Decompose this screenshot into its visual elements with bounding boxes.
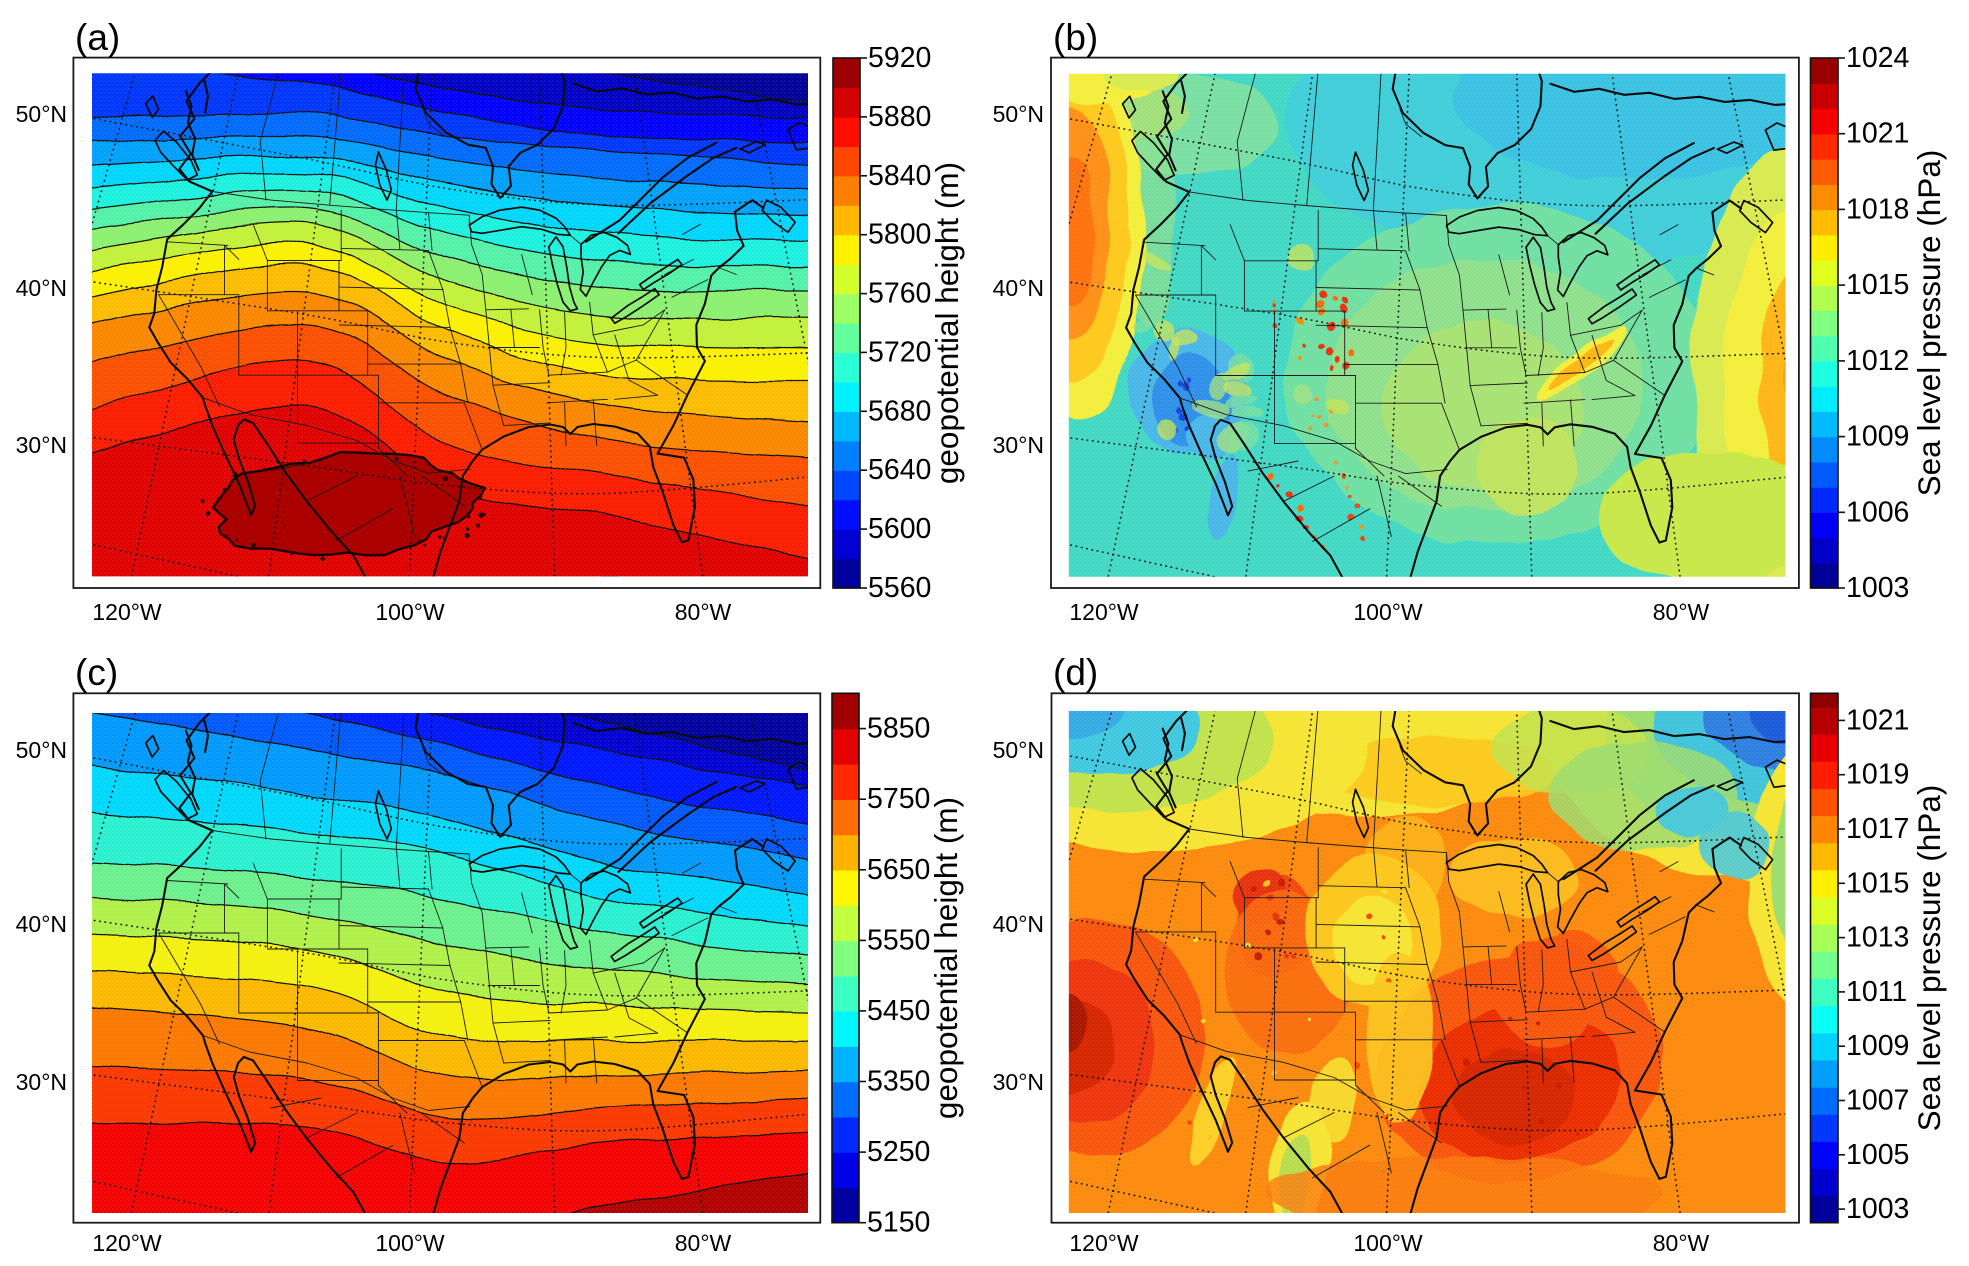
svg-text:1003: 1003 (1846, 572, 1909, 604)
svg-text:5650: 5650 (867, 854, 930, 886)
svg-text:80°W: 80°W (675, 599, 732, 625)
svg-text:1013: 1013 (1846, 922, 1909, 954)
svg-text:80°W: 80°W (1653, 599, 1710, 625)
svg-text:1012: 1012 (1846, 345, 1909, 377)
svg-text:40°N: 40°N (993, 275, 1044, 301)
svg-text:1011: 1011 (1846, 976, 1907, 1008)
svg-text:30°N: 30°N (16, 1069, 67, 1095)
svg-text:1015: 1015 (1846, 867, 1909, 899)
svg-text:50°N: 50°N (16, 101, 67, 127)
svg-text:120°W: 120°W (1069, 599, 1139, 625)
svg-text:30°N: 30°N (993, 432, 1044, 458)
svg-text:geopotential height (m): geopotential height (m) (929, 162, 965, 484)
svg-text:100°W: 100°W (1353, 599, 1423, 625)
svg-text:(c): (c) (75, 652, 118, 693)
svg-text:5150: 5150 (867, 1207, 930, 1239)
svg-text:(a): (a) (75, 17, 120, 58)
svg-text:1018: 1018 (1846, 193, 1909, 225)
svg-text:40°N: 40°N (16, 275, 67, 301)
svg-text:30°N: 30°N (993, 1069, 1044, 1095)
svg-text:5720: 5720 (868, 336, 931, 368)
svg-text:100°W: 100°W (375, 1230, 445, 1256)
svg-text:5350: 5350 (867, 1066, 930, 1098)
svg-text:5450: 5450 (867, 995, 930, 1027)
svg-text:1009: 1009 (1846, 1030, 1909, 1062)
svg-text:1024: 1024 (1846, 42, 1910, 74)
svg-text:80°W: 80°W (675, 1230, 732, 1256)
svg-text:1006: 1006 (1846, 496, 1909, 528)
svg-text:50°N: 50°N (993, 101, 1044, 127)
svg-text:geopotential height (m): geopotential height (m) (928, 797, 964, 1119)
svg-text:5760: 5760 (868, 278, 931, 310)
svg-text:5880: 5880 (868, 101, 931, 133)
svg-text:5600: 5600 (868, 513, 931, 545)
svg-text:100°W: 100°W (375, 599, 445, 625)
svg-text:1005: 1005 (1846, 1139, 1909, 1171)
svg-text:5250: 5250 (867, 1136, 930, 1168)
svg-text:Sea level pressure (hPa): Sea level pressure (hPa) (1911, 150, 1947, 497)
svg-text:1007: 1007 (1846, 1085, 1909, 1117)
svg-text:(d): (d) (1053, 652, 1098, 693)
svg-text:5680: 5680 (868, 395, 931, 427)
svg-text:40°N: 40°N (993, 911, 1044, 937)
svg-text:30°N: 30°N (16, 432, 67, 458)
svg-text:50°N: 50°N (16, 737, 67, 763)
svg-text:120°W: 120°W (92, 599, 162, 625)
svg-text:80°W: 80°W (1653, 1230, 1710, 1256)
svg-text:5920: 5920 (868, 42, 931, 74)
svg-text:Sea level pressure (hPa): Sea level pressure (hPa) (1911, 785, 1947, 1132)
svg-text:40°N: 40°N (16, 911, 67, 937)
svg-text:1021: 1021 (1846, 704, 1909, 736)
svg-text:5750: 5750 (867, 783, 930, 815)
svg-text:5560: 5560 (868, 572, 931, 604)
svg-text:120°W: 120°W (92, 1230, 162, 1256)
svg-text:5640: 5640 (868, 454, 931, 486)
svg-text:120°W: 120°W (1069, 1230, 1139, 1256)
svg-text:5840: 5840 (868, 160, 931, 192)
svg-text:1017: 1017 (1846, 813, 1909, 845)
svg-text:1019: 1019 (1846, 759, 1909, 791)
svg-text:50°N: 50°N (993, 737, 1044, 763)
svg-text:100°W: 100°W (1353, 1230, 1423, 1256)
svg-text:5850: 5850 (867, 713, 930, 745)
svg-text:1021: 1021 (1846, 118, 1909, 150)
svg-text:5800: 5800 (868, 219, 931, 251)
svg-text:(b): (b) (1053, 17, 1098, 58)
svg-text:1015: 1015 (1846, 269, 1909, 301)
svg-text:5550: 5550 (867, 924, 930, 956)
svg-text:1003: 1003 (1846, 1193, 1909, 1225)
svg-text:1009: 1009 (1846, 421, 1909, 453)
